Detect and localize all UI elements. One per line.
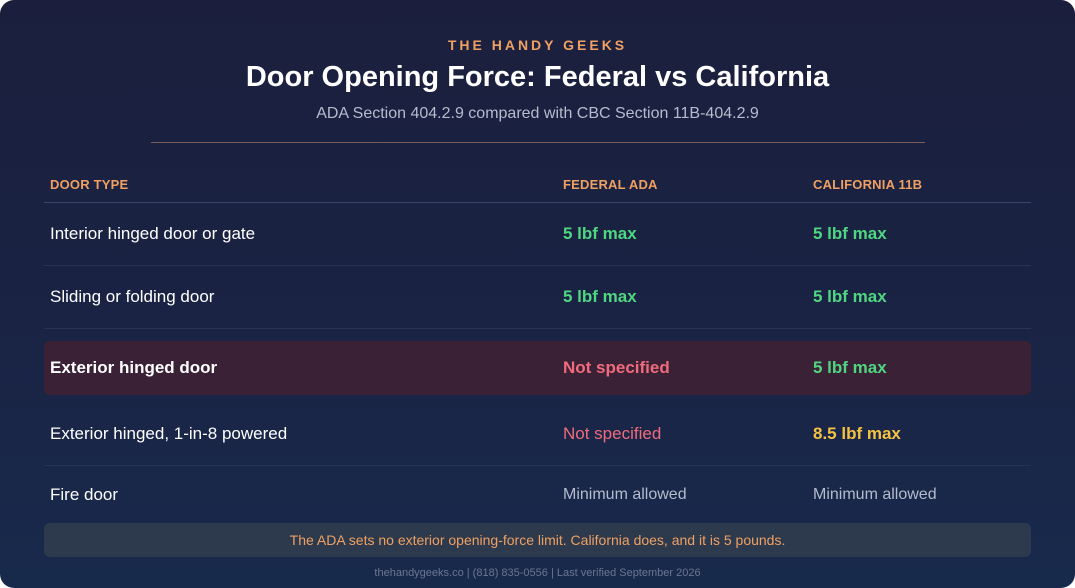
column-header-federal-ada: FEDERAL ADA [563,177,658,192]
california-value-cell: 5 lbf max [813,224,887,243]
door-type-cell: Exterior hinged door [50,358,218,377]
page-subtitle: ADA Section 404.2.9 compared with CBC Se… [316,105,759,122]
footer-text: thehandygeeks.co | (818) 835-0556 | Last… [374,567,701,579]
federal-value-cell: Not specified [563,424,662,443]
title-divider [151,142,925,143]
table-row-highlighted: Exterior hinged door Not specified 5 lbf… [44,341,1031,395]
callout-note: The ADA sets no exterior opening-force l… [44,523,1031,557]
table-row: Fire door Minimum allowed Minimum allowe… [44,466,1031,524]
table-row: Sliding or folding door 5 lbf max 5 lbf … [44,266,1031,329]
federal-value-cell: 5 lbf max [563,287,637,306]
federal-value-cell: Not specified [563,358,670,377]
column-header-door-type: DOOR TYPE [50,177,129,192]
federal-value-cell: 5 lbf max [563,224,637,243]
comparison-table: DOOR TYPE FEDERAL ADA CALIFORNIA 11B Int… [44,162,1031,524]
california-value-cell: 5 lbf max [813,358,887,377]
table-row: Exterior hinged, 1-in-8 powered Not spec… [44,403,1031,466]
column-header-california-11b: CALIFORNIA 11B [813,177,923,192]
table-row: Interior hinged door or gate 5 lbf max 5… [44,203,1031,266]
page-title: Door Opening Force: Federal vs Californi… [245,61,830,93]
door-type-cell: Fire door [50,485,119,504]
california-value-cell: Minimum allowed [813,486,937,503]
california-value-cell: 5 lbf max [813,287,887,306]
california-value-cell: 8.5 lbf max [813,424,901,443]
door-type-cell: Exterior hinged, 1-in-8 powered [50,424,288,443]
door-type-cell: Sliding or folding door [50,287,215,306]
brand-label: THE HANDY GEEKS [447,37,628,53]
federal-value-cell: Minimum allowed [563,486,687,503]
door-type-cell: Interior hinged door or gate [50,224,256,243]
table-header: DOOR TYPE FEDERAL ADA CALIFORNIA 11B [44,162,1031,203]
